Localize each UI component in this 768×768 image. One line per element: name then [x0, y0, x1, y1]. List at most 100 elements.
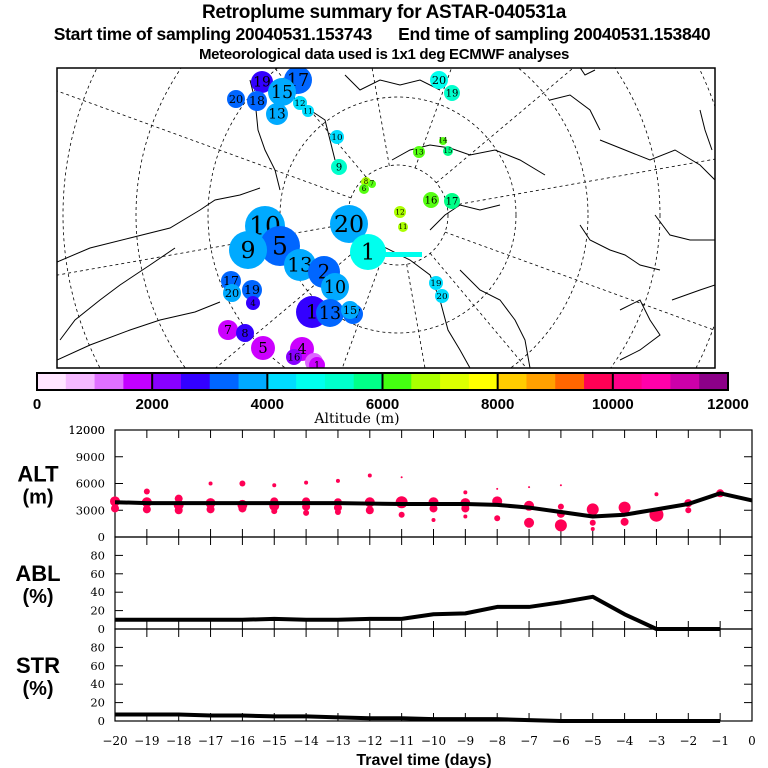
- plume-marker-circle: [330, 130, 344, 144]
- x-tick-label: −7: [520, 734, 538, 748]
- plume-marker-circle: [251, 336, 275, 360]
- coastline: [699, 109, 713, 151]
- plume-marker: 13: [266, 103, 288, 125]
- latitude-circle: [279, 96, 517, 334]
- panel-unit-label: (m): [22, 487, 53, 509]
- plume-marker-label: 15: [444, 147, 453, 155]
- colorbar-segment: [37, 373, 67, 390]
- colorbar-tick-label: 10000: [592, 396, 634, 413]
- plume-marker-circle: [368, 180, 376, 188]
- plume-marker-circle: [293, 96, 307, 110]
- altitude-point: [685, 507, 692, 514]
- plume-marker-circle: [430, 71, 448, 89]
- x-tick-label: −4: [616, 734, 634, 748]
- plume-marker-label: 13: [319, 304, 341, 324]
- colorbar-segment: [65, 373, 96, 390]
- altitude-point: [496, 487, 499, 490]
- plume-marker: 17: [444, 193, 460, 209]
- y-tick-label: 12000: [68, 423, 105, 437]
- plume-marker-circle: [331, 159, 347, 175]
- plume-marker-label: 1: [314, 360, 320, 371]
- x-tick-label: −19: [134, 734, 159, 748]
- latitude-circle: [62, 68, 715, 368]
- plume-marker-circle: [236, 324, 254, 342]
- plume-marker-label: 19: [430, 279, 441, 289]
- altitude-point: [208, 481, 213, 486]
- plume-marker-label: 4: [297, 340, 307, 358]
- plume-marker-label: 15: [343, 304, 357, 317]
- plume-marker: 20: [430, 71, 448, 89]
- altitude-point: [206, 505, 215, 514]
- plume-streak: [380, 252, 422, 257]
- colorbar-segment: [152, 373, 182, 390]
- x-tick-label: −15: [262, 734, 287, 748]
- colorbar-segment: [209, 373, 240, 390]
- coastline: [579, 224, 661, 271]
- altitude-point: [111, 504, 119, 513]
- altitude-point: [238, 504, 247, 513]
- x-tick-label: 0: [748, 734, 756, 748]
- plume-marker-circle: [330, 205, 368, 243]
- y-tick-label: 80: [90, 640, 105, 654]
- plume-marker-label: 16: [425, 195, 438, 206]
- plume-marker: 11: [302, 105, 314, 117]
- x-tick-label: −5: [584, 734, 602, 748]
- plume-marker-label: 12: [395, 208, 405, 217]
- altitude-point: [174, 506, 183, 515]
- altitude-point: [400, 476, 403, 479]
- x-tick-label: −3: [648, 734, 666, 748]
- colorbar-dividers: [151, 373, 614, 390]
- plume-marker-circle: [444, 85, 460, 101]
- plume-marker-label: 9: [240, 236, 255, 264]
- plume-marker: 10: [321, 273, 349, 301]
- plume-marker-label: 9: [336, 162, 342, 173]
- x-tick-label: −10: [421, 734, 446, 748]
- y-tick-label: 20: [90, 696, 105, 710]
- plume-marker-circle: [251, 71, 273, 93]
- plume-marker-label: 13: [414, 148, 424, 157]
- plume-marker-label: 5: [272, 231, 288, 260]
- plume-marker-label: 7: [224, 322, 232, 337]
- altitude-point: [559, 484, 562, 487]
- altitude-point: [463, 490, 468, 495]
- altitude-point: [528, 486, 531, 489]
- y-tick-label: 0: [98, 714, 105, 728]
- coastline: [549, 94, 601, 131]
- plume-marker: 16: [423, 192, 439, 208]
- x-tick-label: −16: [230, 734, 255, 748]
- panel-label: ABL: [15, 561, 60, 586]
- altitude-point: [431, 518, 436, 523]
- altitude-point: [334, 509, 341, 516]
- plume-marker-label: 12: [294, 99, 305, 109]
- latitude-circle: [207, 68, 589, 368]
- meridian-line: [371, 68, 390, 166]
- colorbar-tick-label: 4000: [251, 396, 284, 413]
- plume-marker-label: 15: [271, 83, 293, 103]
- plume-marker-circle: [223, 284, 241, 302]
- colorbar-label: Altitude (m): [313, 411, 399, 427]
- meridian-line: [406, 264, 426, 368]
- x-tick-label: −20: [102, 734, 127, 748]
- plume-marker-circle: [444, 193, 460, 209]
- altitude-point: [365, 506, 374, 515]
- plume-marker-label: 19: [446, 88, 459, 99]
- meridian-line: [429, 253, 527, 368]
- plume-marker-circle: [359, 184, 369, 194]
- map-frame: [56, 67, 716, 369]
- series-line: [115, 594, 721, 631]
- plume-marker-circle: [316, 299, 344, 327]
- plume-marker-label: 8: [364, 178, 368, 186]
- plume-marker-circle: [302, 105, 314, 117]
- y-tick-label: 20: [90, 604, 105, 618]
- plume-marker-label: 4: [250, 299, 256, 309]
- plume-marker: 15: [443, 146, 453, 156]
- plume-marker: 19: [444, 85, 460, 101]
- meridian-line: [215, 246, 360, 368]
- plume-marker-circle: [435, 289, 449, 303]
- colorbar-segment: [440, 373, 470, 390]
- colorbar-segment: [238, 373, 268, 390]
- plume-marker-label: 19: [253, 75, 271, 91]
- plume-marker: 1: [350, 234, 386, 270]
- altitude-point: [398, 511, 405, 518]
- altitude-point: [620, 517, 629, 526]
